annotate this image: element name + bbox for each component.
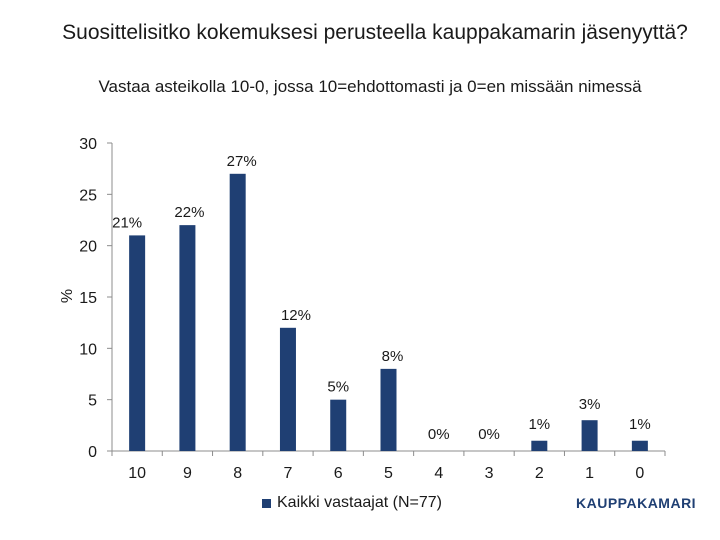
brand-logo: KAUPPAKAMARI [576, 495, 697, 511]
x-tick-label: 2 [535, 465, 544, 482]
data-label: 0% [428, 426, 450, 443]
x-tick-label: 1 [585, 465, 594, 482]
chart-subtitle: Vastaa asteikolla 10-0, jossa 10=ehdotto… [98, 77, 642, 96]
x-tick-label: 4 [434, 465, 443, 482]
bar [229, 173, 246, 452]
data-label: 22% [174, 204, 204, 221]
chart-title: Suosittelisitko kokemuksesi perusteella … [62, 21, 688, 44]
bar [129, 235, 146, 451]
bar [330, 399, 347, 451]
legend-swatch [262, 498, 271, 508]
bar [531, 440, 548, 451]
y-tick-label: 5 [88, 393, 97, 410]
bar [631, 440, 648, 451]
y-tick-label: 15 [79, 290, 97, 307]
x-tick-label: 0 [635, 465, 644, 482]
bar [380, 368, 397, 451]
x-tick-label: 5 [384, 465, 393, 482]
data-label: 1% [528, 416, 550, 433]
data-label: 21% [112, 214, 142, 231]
data-label: 12% [281, 307, 311, 324]
x-tick-label: 10 [128, 465, 146, 482]
y-tick-label: 10 [79, 341, 97, 358]
x-tick-label: 6 [334, 465, 343, 482]
data-label: 3% [579, 396, 601, 413]
bar [179, 225, 196, 451]
data-label: 1% [629, 416, 651, 433]
data-label: 5% [327, 379, 349, 396]
data-label: 0% [478, 426, 500, 443]
y-tick-label: 20 [79, 239, 97, 256]
bar [581, 420, 598, 451]
y-tick-label: 25 [79, 187, 97, 204]
x-tick-label: 9 [183, 465, 192, 482]
bar [279, 327, 296, 451]
legend-label: Kaikki vastaajat (N=77) [277, 494, 442, 511]
y-tick-label: 0 [88, 444, 97, 461]
data-label: 27% [227, 153, 257, 170]
y-tick-label: 30 [79, 136, 97, 153]
x-tick-label: 8 [233, 465, 242, 482]
y-axis-label: % [59, 289, 76, 303]
x-tick-label: 7 [284, 465, 293, 482]
legend: Kaikki vastaajat (N=77) [262, 494, 442, 512]
data-label: 8% [382, 348, 404, 365]
x-tick-label: 3 [485, 465, 494, 482]
